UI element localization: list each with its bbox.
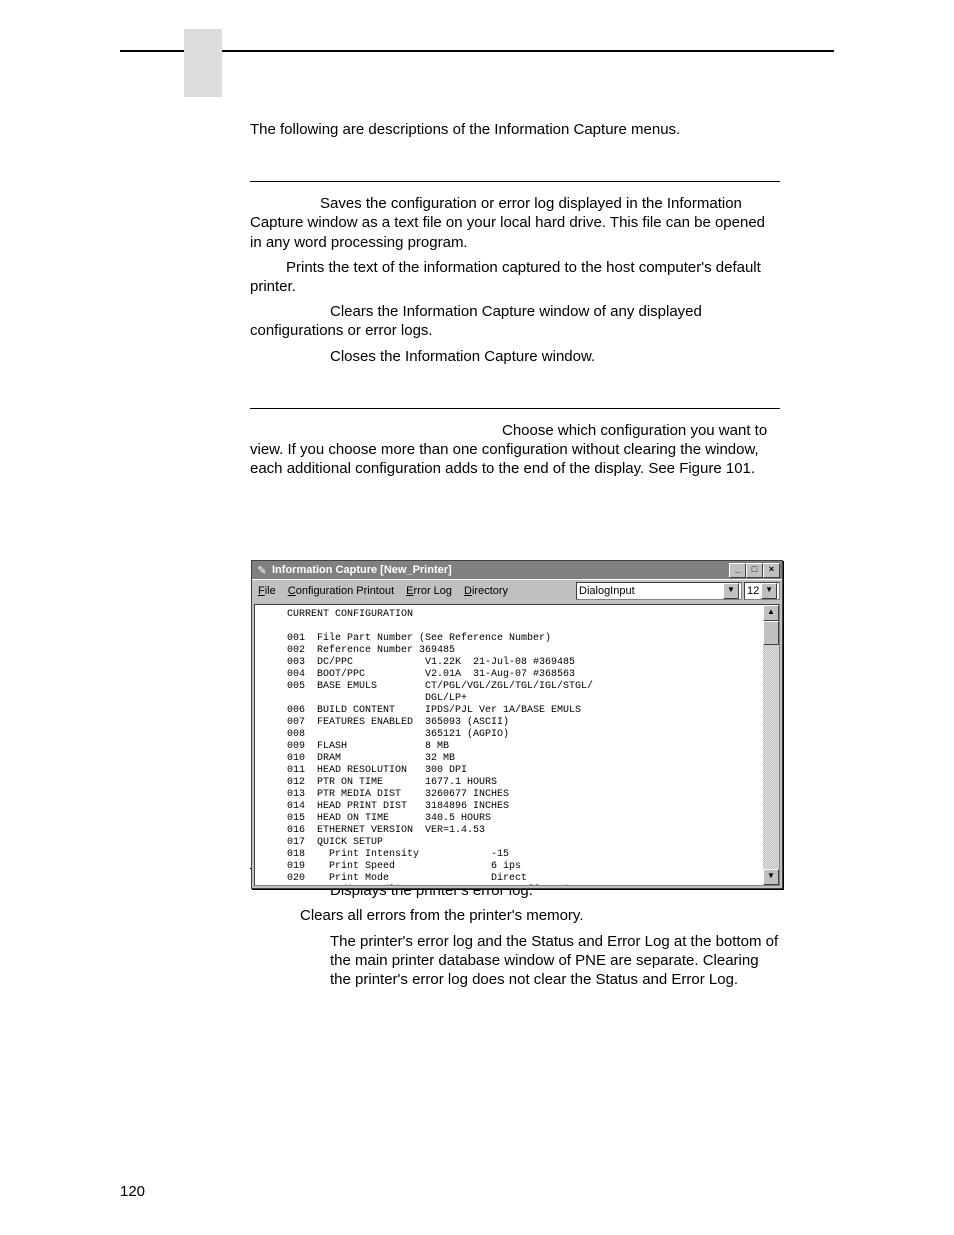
minimize-button[interactable]: _: [729, 563, 746, 578]
scroll-up-button[interactable]: ▲: [763, 605, 779, 621]
chevron-down-icon: ▼: [723, 583, 739, 599]
chevron-down-icon: ▼: [761, 583, 777, 599]
chooseconfig-paragraph: Choose which configuration you want to v…: [250, 421, 780, 479]
config-text: CURRENT CONFIGURATION 001 File Part Numb…: [255, 605, 779, 886]
menu-directory[interactable]: Directory: [464, 585, 508, 597]
menu-config-printout[interactable]: Configuration Printout: [288, 585, 394, 597]
font-combo-value: DialogInput: [579, 585, 721, 597]
page-number: 120: [120, 1183, 145, 1200]
scroll-track[interactable]: [763, 621, 779, 869]
note-paragraph: The printer's error log and the Status a…: [250, 932, 780, 990]
scroll-down-button[interactable]: ▼: [763, 869, 779, 885]
clearwindow-paragraph: Clears the Information Capture window of…: [250, 302, 780, 340]
intro-paragraph: The following are descriptions of the In…: [250, 120, 780, 139]
close-button[interactable]: ×: [763, 563, 780, 578]
info-capture-window: ✎ Information Capture [New_Printer] _ □ …: [251, 560, 783, 889]
print-paragraph: Prints the text of the information captu…: [250, 258, 780, 296]
close-paragraph: Closes the Information Capture window.: [250, 347, 780, 366]
app-icon: ✎: [254, 562, 270, 578]
vertical-scrollbar[interactable]: ▲ ▼: [763, 605, 779, 885]
saveas-paragraph: Saves the configuration or error log dis…: [250, 194, 780, 252]
window-title: Information Capture [New_Printer]: [272, 564, 452, 576]
header-rule-left: [120, 50, 184, 52]
menubar: File Configuration Printout Error Log Di…: [252, 579, 782, 602]
config-viewport: CURRENT CONFIGURATION 001 File Part Numb…: [254, 604, 780, 886]
size-combo[interactable]: 12 ▼: [744, 582, 780, 600]
font-combo[interactable]: DialogInput ▼: [576, 582, 742, 600]
titlebar[interactable]: ✎ Information Capture [New_Printer] _ □ …: [252, 561, 782, 579]
size-combo-value: 12: [747, 585, 759, 597]
menu-file[interactable]: File: [258, 585, 276, 597]
scroll-thumb[interactable]: [763, 621, 779, 645]
menu-error-log[interactable]: Error Log: [406, 585, 452, 597]
header-tab: [184, 29, 222, 97]
maximize-button[interactable]: □: [746, 563, 763, 578]
clearerr-paragraph: Clears all errors from the printer's mem…: [250, 906, 780, 925]
header-rule-right: [222, 50, 834, 52]
